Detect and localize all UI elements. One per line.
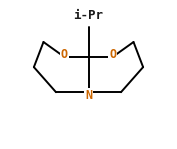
Text: i-Pr: i-Pr [73,9,104,22]
Text: N: N [85,89,92,102]
Text: O: O [61,48,68,61]
Text: O: O [109,48,116,61]
